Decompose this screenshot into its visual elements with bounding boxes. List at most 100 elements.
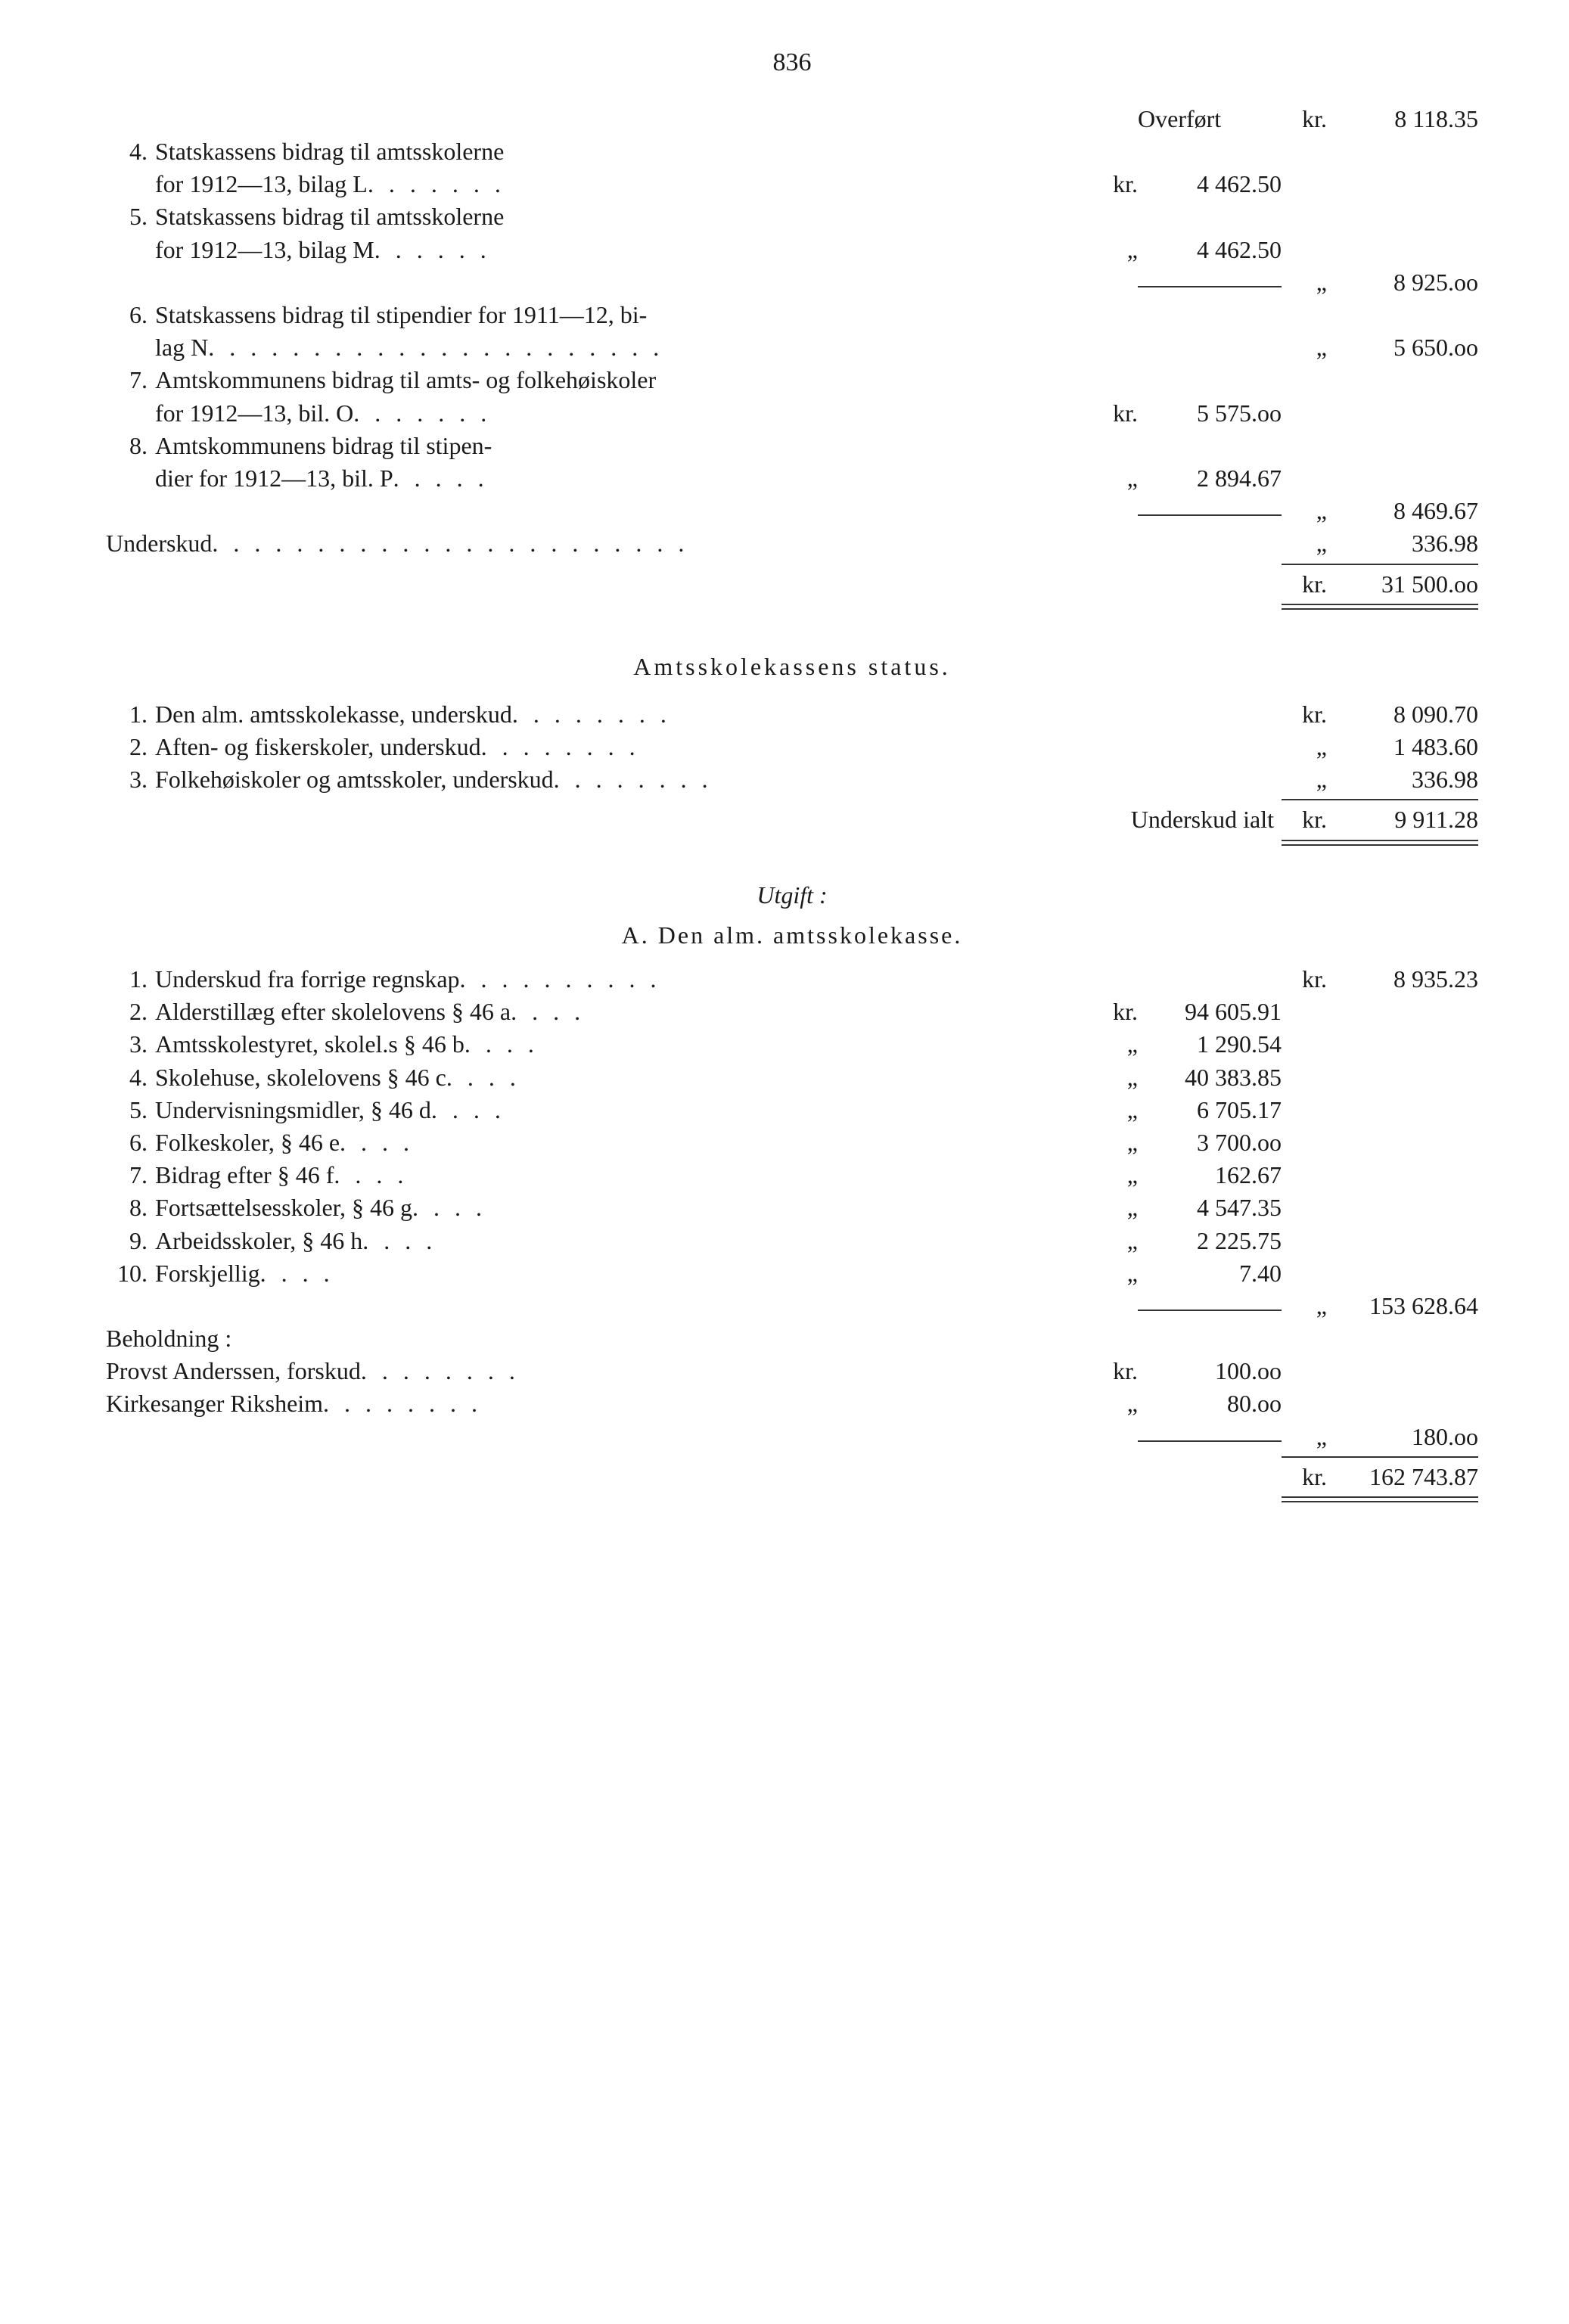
beholdning-label-row: Beholdning : bbox=[106, 1322, 1478, 1355]
item-num: 1. bbox=[106, 963, 155, 996]
item-amount: 8 090.70 bbox=[1327, 698, 1478, 731]
item-row: for 1912—13, bilag M . . . . . . „ 4 462… bbox=[106, 234, 1478, 266]
item-amount: 6 705.17 bbox=[1138, 1094, 1282, 1126]
status-item-row: 3.Folkehøiskoler og amtsskoler, undersku… bbox=[106, 763, 1478, 796]
utgift-item-row: 4.Skolehuse, skolelovens § 46 c . . . .„… bbox=[106, 1061, 1478, 1094]
item-amount: 162.67 bbox=[1138, 1159, 1282, 1192]
item-amount: 1 290.54 bbox=[1138, 1028, 1282, 1061]
item-unit: kr. bbox=[1282, 963, 1327, 996]
total-row: kr. 162 743.87 bbox=[106, 1461, 1478, 1493]
item-text: Forskjellig bbox=[155, 1257, 260, 1290]
leader: . . . . . . . bbox=[353, 397, 1085, 430]
status-total-unit: kr. bbox=[1282, 803, 1327, 836]
status-total-row: Underskud ialt kr. 9 911.28 bbox=[106, 803, 1478, 836]
item-amount: 4 547.35 bbox=[1138, 1192, 1282, 1224]
rule-row bbox=[106, 796, 1478, 803]
item-num: 8. bbox=[106, 1192, 155, 1224]
item-amount: 7.40 bbox=[1138, 1257, 1282, 1290]
item-text: Den alm. amtsskolekasse, underskud bbox=[155, 698, 512, 731]
leader: . . . . bbox=[334, 1159, 1085, 1192]
leader: . . . . . . . . bbox=[554, 763, 1282, 796]
item-row: 5. Statskassens bidrag til amtsskolerne bbox=[106, 200, 1478, 233]
leader: . . . . bbox=[260, 1257, 1085, 1290]
subtotal-amount: 8 925.oo bbox=[1327, 266, 1478, 299]
item-text: Arbeidsskoler, § 46 h bbox=[155, 1225, 362, 1257]
rule-row bbox=[106, 601, 1478, 613]
item-text: for 1912—13, bilag M bbox=[155, 234, 374, 266]
item-unit: „ bbox=[1085, 234, 1138, 266]
leader: . . . . bbox=[340, 1126, 1085, 1159]
item-num: 2. bbox=[106, 731, 155, 763]
item-text: Statskassens bidrag til amtsskolerne bbox=[155, 200, 1085, 233]
item-num: 2. bbox=[106, 996, 155, 1028]
item-amount: 3 700.oo bbox=[1138, 1126, 1282, 1159]
item-num: 7. bbox=[106, 1159, 155, 1192]
item-unit: „ bbox=[1085, 1094, 1138, 1126]
item-text: Provst Anderssen, forskud bbox=[106, 1355, 361, 1387]
status-total-label: Underskud ialt bbox=[106, 803, 1282, 836]
underskud-unit: „ bbox=[1282, 527, 1327, 560]
item-text: Folkeskoler, § 46 e bbox=[155, 1126, 340, 1159]
item-amount: 4 462.50 bbox=[1138, 234, 1282, 266]
leader: . . . . . bbox=[393, 462, 1085, 495]
overfort-amount: 8 118.35 bbox=[1327, 103, 1478, 135]
leader: . . . . bbox=[464, 1028, 1085, 1061]
item-amount: 80.oo bbox=[1138, 1387, 1282, 1420]
item-unit: „ bbox=[1085, 1225, 1138, 1257]
leader: . . . . bbox=[446, 1061, 1085, 1094]
item-unit: „ bbox=[1085, 1192, 1138, 1224]
status-title: Amtsskolekassens status. bbox=[106, 651, 1478, 683]
leader: . . . . . . . . . . . . . . . . . . . . … bbox=[212, 527, 1085, 560]
item-num: 8. bbox=[106, 430, 155, 462]
item-text: Amtskommunens bidrag til amts- og folkeh… bbox=[155, 364, 1282, 396]
status-item-row: 1.Den alm. amtsskolekasse, underskud . .… bbox=[106, 698, 1478, 731]
item-unit: „ bbox=[1085, 1061, 1138, 1094]
beholdning-item-row: Kirkesanger Riksheim . . . . . . . .„80.… bbox=[106, 1387, 1478, 1420]
utgift-item-row: 2.Alderstillæg efter skolelovens § 46 a … bbox=[106, 996, 1478, 1028]
item-text: Folkehøiskoler og amtsskoler, underskud bbox=[155, 763, 554, 796]
item-row: 1. Underskud fra forrige regnskap . . . … bbox=[106, 963, 1478, 996]
item-text: Kirkesanger Riksheim bbox=[106, 1387, 323, 1420]
utgift-item-row: 6.Folkeskoler, § 46 e . . . .„3 700.oo bbox=[106, 1126, 1478, 1159]
total-row: kr. 31 500.oo bbox=[106, 568, 1478, 601]
status-item-row: 2.Aften- og fiskerskoler, underskud . . … bbox=[106, 731, 1478, 763]
item-text: lag N bbox=[155, 331, 208, 364]
overfort-unit: kr. bbox=[1282, 103, 1327, 135]
leader: . . . . . . . . bbox=[481, 731, 1282, 763]
item-num: 6. bbox=[106, 1126, 155, 1159]
item-text: Fortsættelsesskoler, § 46 g bbox=[155, 1192, 412, 1224]
item-text: Underskud fra forrige regnskap bbox=[155, 963, 460, 996]
underskud-label: Underskud bbox=[106, 527, 212, 560]
subtotal-amount: 153 628.64 bbox=[1327, 1290, 1478, 1322]
total-unit: kr. bbox=[1282, 1461, 1327, 1493]
item-amount: 5 650.oo bbox=[1327, 331, 1478, 364]
item-unit: „ bbox=[1085, 1028, 1138, 1061]
utgift-item-row: 7.Bidrag efter § 46 f . . . .„162.67 bbox=[106, 1159, 1478, 1192]
item-text: Alderstillæg efter skolelovens § 46 a bbox=[155, 996, 511, 1028]
rule-row: „ 8 925.oo bbox=[106, 266, 1478, 299]
utgift-item-row: 3.Amtsskolestyret, skolel.s § 46 b . . .… bbox=[106, 1028, 1478, 1061]
page-number: 836 bbox=[106, 45, 1478, 80]
total-unit: kr. bbox=[1282, 568, 1327, 601]
total-amount: 162 743.87 bbox=[1327, 1461, 1478, 1493]
item-amount: 2 894.67 bbox=[1138, 462, 1282, 495]
item-num: 1. bbox=[106, 698, 155, 731]
subtotal-unit: „ bbox=[1282, 1290, 1327, 1322]
item-text: Amtsskolestyret, skolel.s § 46 b bbox=[155, 1028, 464, 1061]
leader: . . . . . . . . . . . . . . . . . . . . … bbox=[208, 331, 1085, 364]
leader: . . . . bbox=[511, 996, 1085, 1028]
item-text: dier for 1912—13, bil. P bbox=[155, 462, 393, 495]
leader: . . . . . . . . bbox=[512, 698, 1282, 731]
item-amount: 40 383.85 bbox=[1138, 1061, 1282, 1094]
item-unit: „ bbox=[1282, 763, 1327, 796]
utgift-item-row: 10.Forskjellig . . . .„7.40 bbox=[106, 1257, 1478, 1290]
item-num: 3. bbox=[106, 763, 155, 796]
item-text: Undervisningsmidler, § 46 d bbox=[155, 1094, 431, 1126]
item-num: 7. bbox=[106, 364, 155, 396]
leader: . . . . . . . . bbox=[323, 1387, 1085, 1420]
leader: . . . . bbox=[412, 1192, 1085, 1224]
item-unit: „ bbox=[1085, 1126, 1138, 1159]
item-row: lag N . . . . . . . . . . . . . . . . . … bbox=[106, 331, 1478, 364]
item-unit: „ bbox=[1085, 1159, 1138, 1192]
item-text: for 1912—13, bilag L bbox=[155, 168, 368, 200]
